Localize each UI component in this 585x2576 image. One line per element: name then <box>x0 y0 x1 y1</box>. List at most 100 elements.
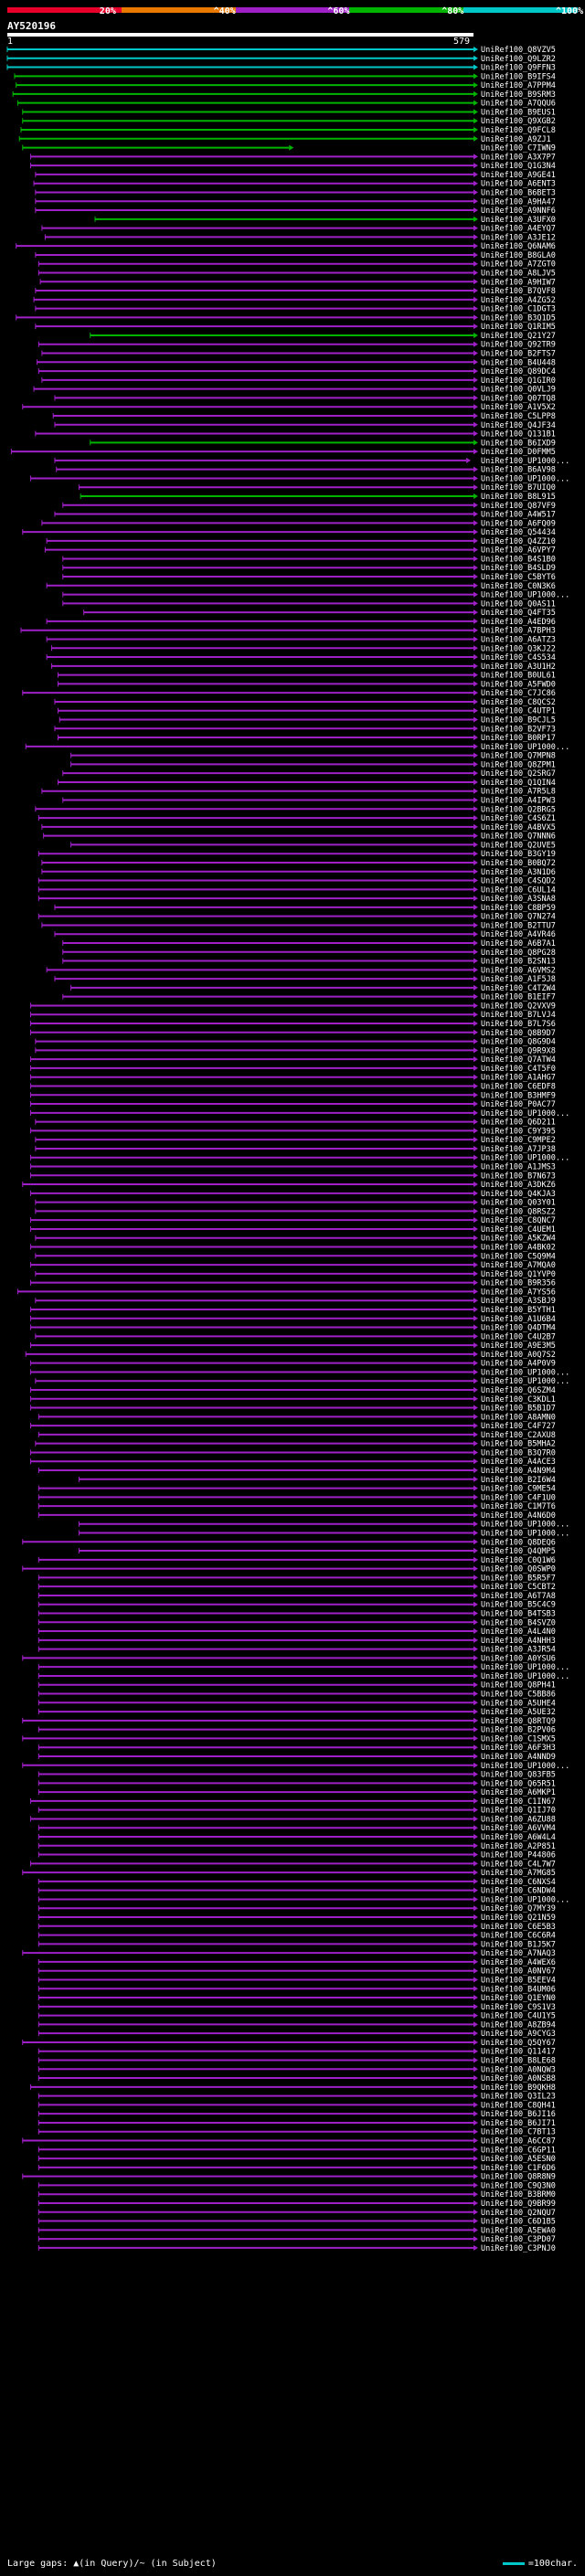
hit-label[interactable]: UniRef100_A5KZW4 <box>481 1235 556 1244</box>
hit-label[interactable]: UniRef100_Q7MPN8 <box>481 752 556 761</box>
hit-label[interactable]: UniRef100_Q2VXV9 <box>481 1002 556 1011</box>
hit-label[interactable]: UniRef100_C4F727 <box>481 1422 556 1431</box>
hit-label[interactable]: UniRef100_C3PD07 <box>481 2235 556 2244</box>
hit-label[interactable]: UniRef100_B0RP17 <box>481 734 556 743</box>
hit-label[interactable]: UniRef100_A6ZU88 <box>481 1815 556 1824</box>
hit-label[interactable]: UniRef100_A7NAQ3 <box>481 1949 556 1958</box>
hit-label[interactable]: UniRef100_Q8DEQ6 <box>481 1538 556 1547</box>
hit-label[interactable]: UniRef100_C6C6R4 <box>481 1932 556 1941</box>
hit-label[interactable]: UniRef100_A3JE12 <box>481 233 556 242</box>
hit-label[interactable]: UniRef100_A3SNA8 <box>481 895 556 904</box>
hit-label[interactable]: UniRef100_B0UL61 <box>481 672 556 681</box>
hit-label[interactable]: UniRef100_A9CYG3 <box>481 2030 556 2039</box>
hit-label[interactable]: UniRef100_A6T7A8 <box>481 1592 556 1601</box>
hit-label[interactable]: UniRef100_A6CC87 <box>481 2137 556 2147</box>
hit-label[interactable]: UniRef100_C2AXU8 <box>481 1431 556 1440</box>
hit-label[interactable]: UniRef100_C4U2B7 <box>481 1332 556 1341</box>
hit-label[interactable]: UniRef100_C4L7W7 <box>481 1860 556 1869</box>
hit-label[interactable]: UniRef100_A5FWD0 <box>481 680 556 689</box>
hit-label[interactable]: UniRef100_B4TSB3 <box>481 1610 556 1619</box>
hit-label[interactable]: UniRef100_A0YSU6 <box>481 1654 556 1663</box>
hit-label[interactable]: UniRef100_B7UIQ0 <box>481 483 556 493</box>
hit-label[interactable]: UniRef100_A4BVX5 <box>481 823 556 832</box>
hit-label[interactable]: UniRef100_UP1000... <box>481 1109 569 1118</box>
hit-label[interactable]: UniRef100_Q4DTM4 <box>481 1324 556 1333</box>
hit-label[interactable]: UniRef100_B8LE68 <box>481 2057 556 2066</box>
hit-label[interactable]: UniRef100_C4TZW4 <box>481 984 556 993</box>
hit-label[interactable]: UniRef100_Q03Y01 <box>481 1199 556 1208</box>
hit-label[interactable]: UniRef100_A5EWA0 <box>481 2226 556 2235</box>
hit-label[interactable]: UniRef100_C0Q1W6 <box>481 1556 556 1565</box>
hit-label[interactable]: UniRef100_Q54434 <box>481 528 556 537</box>
hit-label[interactable]: UniRef100_B6JI16 <box>481 2110 556 2119</box>
hit-label[interactable]: UniRef100_C6D1B5 <box>481 2218 556 2227</box>
hit-label[interactable]: UniRef100_B5B1D7 <box>481 1405 556 1414</box>
hit-label[interactable]: UniRef100_B6BET3 <box>481 188 556 197</box>
hit-label[interactable]: UniRef100_A6VVM4 <box>481 1824 556 1833</box>
hit-label[interactable]: UniRef100_UP1000... <box>481 1663 569 1672</box>
hit-label[interactable]: UniRef100_C6NDW4 <box>481 1887 556 1896</box>
hit-label[interactable]: UniRef100_B8GLA0 <box>481 251 556 260</box>
hit-label[interactable]: UniRef100_C1F6D6 <box>481 2164 556 2173</box>
hit-label[interactable]: UniRef100_Q7MY39 <box>481 1904 556 1913</box>
hit-label[interactable]: UniRef100_A0NQW3 <box>481 2065 556 2074</box>
hit-label[interactable]: UniRef100_B3Q7R0 <box>481 1448 556 1458</box>
hit-label[interactable]: UniRef100_Q2UVE5 <box>481 841 556 850</box>
hit-label[interactable]: UniRef100_A4EYQ7 <box>481 225 556 234</box>
hit-label[interactable]: UniRef100_D0FMM5 <box>481 448 556 457</box>
hit-label[interactable]: UniRef100_B5C4C9 <box>481 1601 556 1610</box>
hit-label[interactable]: UniRef100_A4N9M4 <box>481 1467 556 1476</box>
hit-label[interactable]: UniRef100_B9R356 <box>481 1279 556 1288</box>
hit-label[interactable]: UniRef100_Q0AS11 <box>481 599 556 609</box>
hit-label[interactable]: UniRef100_C5LPP8 <box>481 412 556 421</box>
hit-label[interactable]: UniRef100_C1SMX5 <box>481 1734 556 1744</box>
hit-label[interactable]: UniRef100_B9SRM3 <box>481 90 556 100</box>
hit-label[interactable]: UniRef100_A4W517 <box>481 511 556 520</box>
hit-label[interactable]: UniRef100_Q2NQU7 <box>481 2209 556 2218</box>
hit-label[interactable]: UniRef100_B4U448 <box>481 358 556 367</box>
hit-label[interactable]: UniRef100_A7BPH3 <box>481 627 556 636</box>
hit-label[interactable]: UniRef100_Q5QY67 <box>481 2039 556 2048</box>
hit-label[interactable]: UniRef100_C9MPE2 <box>481 1136 556 1145</box>
hit-label[interactable]: UniRef100_Q7NNN6 <box>481 832 556 842</box>
hit-label[interactable]: UniRef100_B1J5K7 <box>481 1940 556 1949</box>
hit-label[interactable]: UniRef100_A4WEX6 <box>481 1958 556 1967</box>
hit-label[interactable]: UniRef100_C6GP11 <box>481 2146 556 2155</box>
hit-label[interactable]: UniRef100_A9HA47 <box>481 197 556 207</box>
hit-label[interactable]: UniRef100_P0AC77 <box>481 1100 556 1109</box>
hit-label[interactable]: UniRef100_UP1000... <box>481 591 569 600</box>
hit-label[interactable]: UniRef100_Q8VZV5 <box>481 46 556 55</box>
hit-label[interactable]: UniRef100_Q2SRG7 <box>481 769 556 779</box>
hit-label[interactable]: UniRef100_B2TTU7 <box>481 921 556 930</box>
hit-label[interactable]: UniRef100_B6AV98 <box>481 466 556 475</box>
hit-label[interactable]: UniRef100_B7QVF8 <box>481 287 556 296</box>
hit-label[interactable]: UniRef100_A1V5X2 <box>481 403 556 412</box>
hit-label[interactable]: UniRef100_A9GE41 <box>481 171 556 180</box>
hit-label[interactable]: UniRef100_Q9FFN3 <box>481 64 556 73</box>
hit-label[interactable]: UniRef100_UP1000... <box>481 1672 569 1681</box>
hit-label[interactable]: UniRef100_C4S534 <box>481 653 556 663</box>
hit-label[interactable]: UniRef100_B2SN13 <box>481 958 556 967</box>
hit-label[interactable]: UniRef100_C5CBT2 <box>481 1583 556 1592</box>
hit-label[interactable]: UniRef100_Q21Y27 <box>481 332 556 341</box>
hit-label[interactable]: UniRef100_A4P0V9 <box>481 1360 556 1369</box>
hit-label[interactable]: UniRef100_B5YTH1 <box>481 1306 556 1315</box>
hit-label[interactable]: UniRef100_Q3KJ22 <box>481 644 556 653</box>
hit-label[interactable]: UniRef100_A3SBJ9 <box>481 1297 556 1306</box>
hit-label[interactable]: UniRef100_Q9R9X8 <box>481 1046 556 1055</box>
hit-label[interactable]: UniRef100_C8QCS2 <box>481 698 556 707</box>
hit-label[interactable]: UniRef100_A4L4N0 <box>481 1627 556 1637</box>
hit-label[interactable]: UniRef100_C4T5F0 <box>481 1065 556 1074</box>
hit-label[interactable]: UniRef100_A9HIW7 <box>481 278 556 287</box>
hit-label[interactable]: UniRef100_C3KDL1 <box>481 1395 556 1405</box>
hit-label[interactable]: UniRef100_B7LVJ4 <box>481 1011 556 1020</box>
hit-label[interactable]: UniRef100_Q4KJA3 <box>481 1190 556 1199</box>
hit-label[interactable]: UniRef100_Q6SZM4 <box>481 1386 556 1395</box>
hit-label[interactable]: UniRef100_Q92TR9 <box>481 341 556 350</box>
hit-label[interactable]: UniRef100_Q4ZZ10 <box>481 537 556 546</box>
hit-label[interactable]: UniRef100_UP1000... <box>481 1368 569 1377</box>
hit-label[interactable]: UniRef100_A7MG85 <box>481 1869 556 1878</box>
hit-label[interactable]: UniRef100_A8AMN0 <box>481 1413 556 1422</box>
hit-label[interactable]: UniRef100_A4NND9 <box>481 1753 556 1762</box>
hit-label[interactable]: UniRef100_UP1000... <box>481 1895 569 1904</box>
